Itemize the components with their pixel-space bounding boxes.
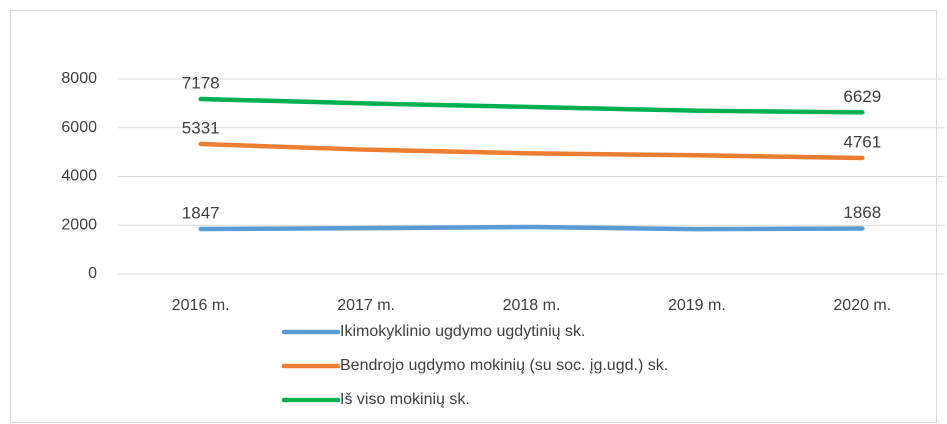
legend-label: Ikimokyklinio ugdymo ugdytinių sk.	[340, 323, 585, 340]
x-tick-label: 2018 m.	[503, 297, 561, 314]
y-tick-label: 2000	[61, 216, 97, 233]
y-tick-label: 4000	[61, 168, 97, 185]
x-tick-label: 2019 m.	[668, 297, 726, 314]
data-label: 7178	[182, 74, 220, 93]
data-label: 6629	[843, 87, 881, 106]
series-line	[198, 96, 865, 115]
data-label: 1847	[182, 203, 220, 222]
data-label: 5331	[182, 119, 220, 138]
x-tick-label: 2020 m.	[833, 297, 891, 314]
legend-label: Bendrojo ugdymo mokinių (su soc. įg.ugd.…	[340, 357, 668, 374]
x-tick-label: 2016 m.	[172, 297, 230, 314]
y-tick-label: 6000	[61, 119, 97, 136]
y-tick-label: 0	[88, 265, 97, 282]
series-line	[198, 141, 865, 161]
y-tick-label: 8000	[61, 70, 97, 87]
series-line	[198, 224, 865, 232]
legend-label: Iš viso mokinių sk.	[340, 391, 470, 408]
x-tick-label: 2017 m.	[337, 297, 395, 314]
data-label: 1868	[843, 203, 881, 222]
data-label: 4761	[843, 132, 881, 151]
